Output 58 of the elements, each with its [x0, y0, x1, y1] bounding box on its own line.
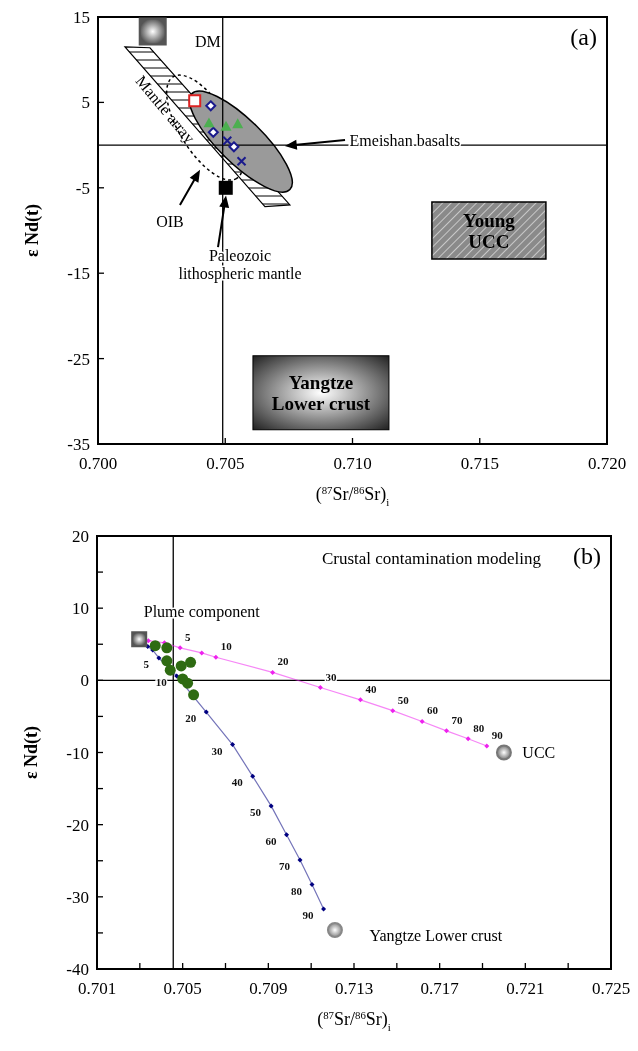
y-tick-label: -5 — [75, 178, 90, 198]
annotation: Yangtze Lower crust — [369, 926, 503, 945]
annotation: DM — [195, 32, 221, 50]
annotation: 30 — [211, 744, 224, 757]
x-axis-title: ($^{87}$Sr/$^{86}$Sr)$_{i}$ — [315, 484, 390, 508]
x-tick-label: 0.715 — [460, 454, 499, 473]
x-tick-label: 0.705 — [206, 454, 245, 473]
x-tick-label: 0.710 — [333, 454, 372, 473]
annotation: 5 — [185, 630, 192, 643]
x-tick-label: 0.709 — [249, 979, 288, 998]
annotation: 5 — [143, 657, 150, 670]
x-tick-label: 0.700 — [78, 454, 118, 473]
x-axis-title: ($^{87}$Sr/$^{86}$Sr)$_{i}$ — [317, 1009, 391, 1033]
annotation: 60 — [427, 704, 439, 717]
annotation: 10 — [220, 640, 233, 653]
y-tick-label: -25 — [67, 349, 90, 369]
annotation: Young UCC — [463, 209, 516, 252]
x-tick-label: 0.713 — [334, 979, 374, 998]
annotation: 50 — [397, 693, 410, 706]
y-tick-label: 10 — [72, 599, 89, 619]
annotation: 20 — [185, 712, 197, 725]
y-tick-label: 15 — [73, 8, 90, 27]
x-tick-label: 0.721 — [506, 979, 545, 998]
annotation: Yangtze Lower crust — [271, 371, 371, 414]
y-tick-label: -30 — [66, 887, 89, 907]
annotation: 70 — [451, 713, 464, 726]
annotation: 80 — [473, 721, 485, 734]
y-tick-label: 0 — [80, 671, 89, 691]
annotation: 70 — [279, 860, 291, 873]
y-tick-label: -35 — [67, 435, 90, 454]
annotation: Crustal contamination modeling — [321, 549, 542, 568]
annotation: 80 — [291, 884, 303, 897]
y-tick-label: -20 — [66, 815, 89, 835]
annotation: Emeishan basalts — [349, 131, 461, 149]
annotation: 60 — [265, 834, 278, 847]
annotation: 50 — [250, 805, 262, 818]
x-tick-label: 0.720 — [587, 454, 627, 473]
annotation: 30 — [325, 670, 337, 683]
x-tick-label: 0.701 — [77, 979, 117, 998]
annotation: (b) — [573, 543, 601, 569]
y-axis-title: ε Nd(t) — [21, 725, 42, 780]
y-tick-label: -10 — [66, 743, 89, 763]
annotation: 90 — [491, 729, 504, 742]
annotation: 40 — [231, 776, 244, 789]
y-tick-label: -40 — [66, 960, 89, 979]
annotation: UCC — [522, 744, 556, 762]
annotation: 90 — [302, 909, 315, 922]
annotation: 20 — [277, 655, 290, 668]
annotation: OIB — [156, 212, 184, 230]
y-tick-label: 5 — [81, 93, 90, 113]
y-tick-label: -15 — [67, 264, 90, 284]
y-axis-title: ε Nd(t) — [22, 203, 43, 258]
y-tick-label: 20 — [72, 527, 89, 546]
x-tick-label: 0.725 — [591, 979, 631, 998]
x-tick-label: 0.705 — [163, 979, 202, 998]
annotation: 40 — [365, 682, 377, 695]
annotation: (a) — [570, 24, 597, 50]
x-tick-label: 0.717 — [420, 979, 460, 998]
